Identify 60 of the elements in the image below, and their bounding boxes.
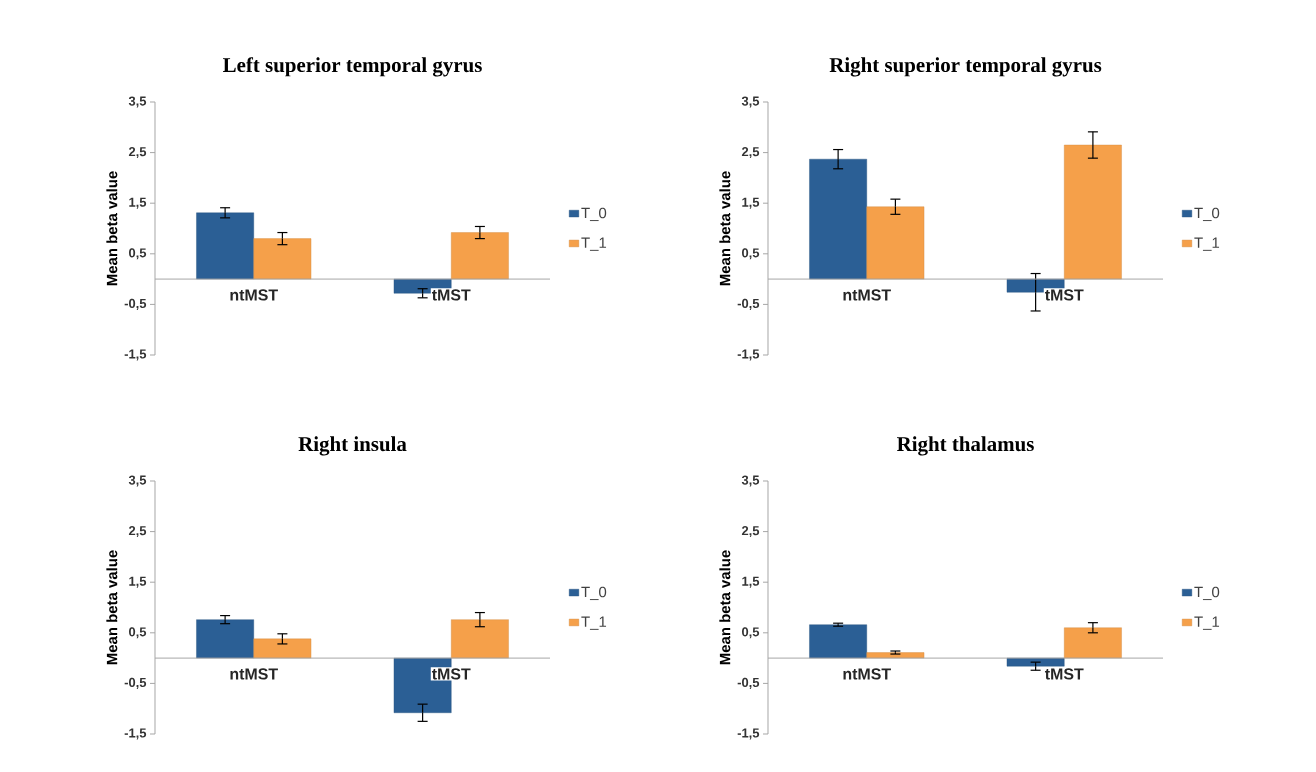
bar — [1006, 657, 1065, 667]
bar — [809, 624, 867, 659]
legend-label: T_1 — [581, 237, 607, 251]
bar — [1064, 627, 1122, 659]
y-axis-title: Mean beta value — [106, 171, 118, 286]
y-tick-label: 3,5 — [741, 96, 760, 108]
y-tick-label: -0,5 — [124, 298, 147, 310]
y-tick-label: 1,5 — [129, 576, 147, 588]
bar — [451, 619, 509, 659]
y-axis-title: Mean beta value — [719, 550, 731, 665]
chart-title: Right thalamus — [896, 436, 1034, 456]
y-axis-title: Mean beta value — [719, 171, 731, 286]
y-axis-title: Mean beta value — [106, 550, 118, 665]
chart-title: Right superior temporal gyrus — [829, 57, 1102, 77]
legend-label: T_1 — [581, 616, 607, 630]
x-tick-label: ntMST — [230, 668, 278, 680]
bar — [866, 206, 925, 280]
y-tick-label: 3,5 — [128, 96, 147, 108]
y-tick-label: -1,5 — [124, 728, 147, 740]
y-tick-label: -1,5 — [737, 349, 760, 361]
y-tick-label: 2,5 — [741, 147, 760, 159]
bar — [1064, 144, 1122, 280]
y-tick-label: -1,5 — [124, 349, 147, 361]
bar — [451, 232, 509, 280]
bar — [196, 212, 254, 280]
y-tick-label: 2,5 — [128, 147, 147, 159]
y-tick-label: -0,5 — [737, 298, 760, 310]
chart-title: Right insula — [298, 436, 407, 456]
x-tick-label: tMST — [431, 668, 471, 680]
legend-label: T_1 — [1194, 237, 1220, 251]
y-tick-label: 0,5 — [128, 248, 147, 260]
y-tick-label: -1,5 — [737, 728, 760, 740]
y-tick-label: 3,5 — [741, 475, 760, 487]
legend-label: T_0 — [581, 586, 607, 601]
legend-label: T_0 — [581, 207, 607, 222]
y-tick-label: 2,5 — [741, 526, 760, 538]
bar — [809, 158, 867, 280]
y-tick-label: 0,5 — [128, 627, 147, 639]
y-tick-label: 1,5 — [742, 197, 760, 209]
chart-title: Left superior temporal gyrus — [223, 57, 482, 77]
x-tick-label: ntMST — [230, 289, 278, 301]
legend-label: T_0 — [1194, 207, 1220, 222]
bar — [253, 638, 312, 659]
legend-label: T_0 — [1194, 586, 1220, 601]
x-tick-label: ntMST — [843, 289, 891, 301]
y-tick-label: 3,5 — [128, 475, 147, 487]
x-tick-label: tMST — [1044, 289, 1084, 301]
y-tick-label: 1,5 — [129, 197, 147, 209]
bar — [253, 238, 312, 280]
y-tick-label: 2,5 — [128, 526, 147, 538]
y-tick-label: 0,5 — [742, 248, 760, 260]
y-tick-label: -0,5 — [124, 677, 147, 689]
x-tick-label: tMST — [431, 289, 471, 301]
y-tick-label: 1,5 — [742, 576, 760, 588]
y-tick-label: -0,5 — [737, 677, 760, 689]
y-tick-label: 0,5 — [742, 627, 760, 639]
x-tick-label: tMST — [1044, 668, 1084, 680]
bar — [196, 619, 254, 659]
x-tick-label: ntMST — [843, 668, 891, 680]
legend-label: T_1 — [1194, 616, 1220, 630]
